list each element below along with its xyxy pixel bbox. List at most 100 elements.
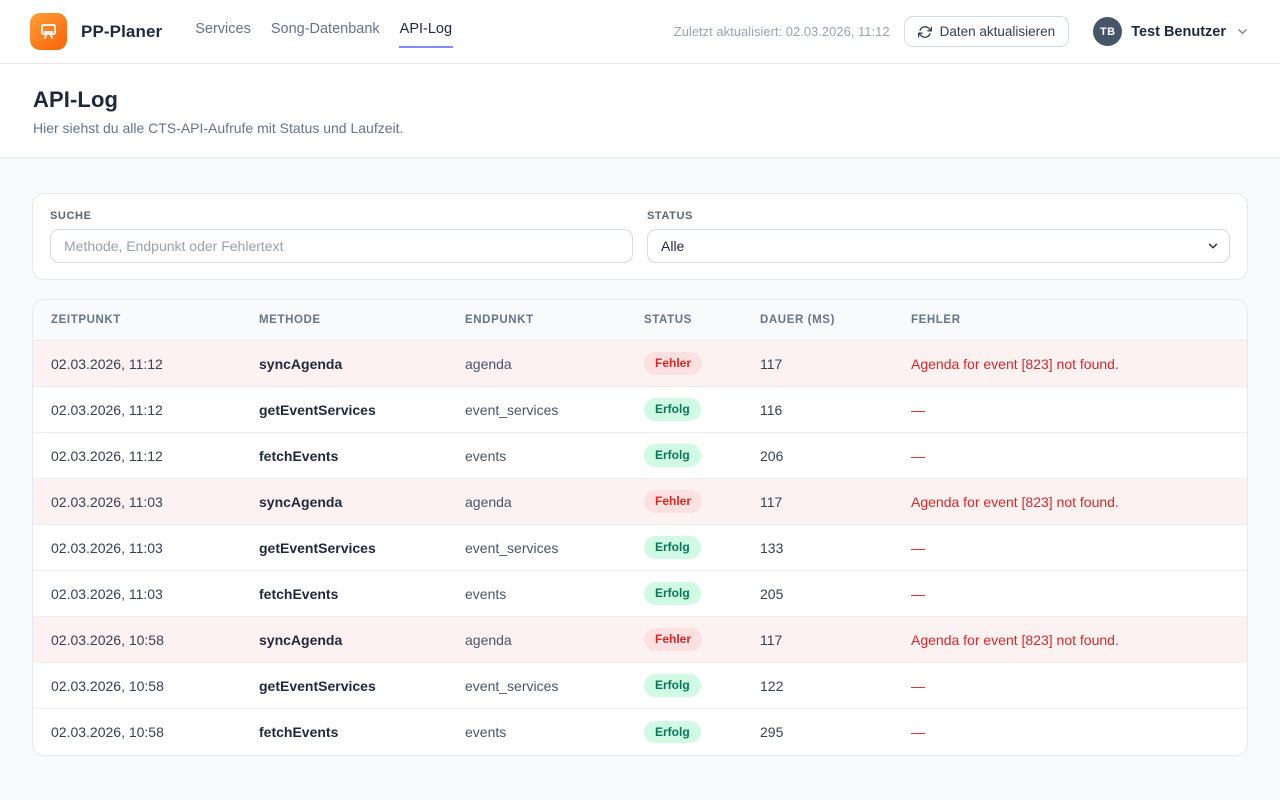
cell-method: getEventServices (259, 524, 465, 571)
cell-timestamp: 02.03.2026, 11:03 (33, 478, 259, 525)
cell-error: — (911, 570, 1247, 617)
table-row: 02.03.2026, 10:58 getEventServices event_s… (33, 662, 1247, 709)
cell-method: fetchEvents (259, 432, 465, 479)
status-badge: Erfolg (644, 674, 701, 697)
nav-item-services[interactable]: Services (195, 21, 251, 37)
column-header-zeitpunkt: ZEITPUNKT (33, 300, 259, 341)
status-badge: Erfolg (644, 720, 701, 743)
user-name: Test Benutzer (1131, 23, 1226, 40)
cell-endpoint: events (465, 570, 644, 617)
cell-error: — (911, 386, 1247, 433)
status-badge: Erfolg (644, 582, 701, 605)
status-select[interactable]: Alle (647, 229, 1230, 263)
cell-method: syncAgenda (259, 616, 465, 663)
status-field-group: STATUS Alle (647, 210, 1230, 263)
nav-item-api-log[interactable]: API-Log (398, 15, 454, 48)
cell-endpoint: event_services (465, 524, 644, 571)
table-row: 02.03.2026, 11:12 getEventServices event_s… (33, 386, 1247, 433)
cell-error: — (911, 432, 1247, 479)
cell-duration: 205 (760, 570, 911, 617)
status-badge: Erfolg (644, 444, 701, 467)
column-header-status: STATUS (644, 300, 760, 341)
cell-timestamp: 02.03.2026, 10:58 (33, 662, 259, 709)
cell-method: getEventServices (259, 662, 465, 709)
presentation-board-icon (38, 21, 59, 42)
cell-method: fetchEvents (259, 570, 465, 617)
cell-status: Erfolg (644, 432, 760, 479)
column-header-methode: METHODE (259, 300, 465, 341)
cell-error: Agenda for event [823] not found. (911, 616, 1247, 663)
cell-method: getEventServices (259, 386, 465, 433)
cell-status: Fehler (644, 478, 760, 525)
table-row: 02.03.2026, 11:03 syncAgenda agenda Fehler 1… (33, 478, 1247, 525)
brand-name: PP-Planer (81, 21, 163, 41)
cell-timestamp: 02.03.2026, 11:12 (33, 432, 259, 479)
cell-error: Agenda for event [823] not found. (911, 340, 1247, 387)
top-navbar: PP-Planer Services Song-Datenbank API-Lo… (0, 0, 1280, 64)
app-logo (30, 13, 67, 50)
cell-duration: 117 (760, 340, 911, 387)
cell-method: fetchEvents (259, 723, 339, 740)
cell-status: Erfolg (644, 662, 760, 709)
search-input[interactable] (50, 229, 633, 263)
chevron-down-icon (1235, 24, 1250, 39)
api-log-table: ZEITPUNKT METHODE ENDPUNKT STATUS DAUER … (33, 300, 1247, 755)
cell-timestamp: 02.03.2026, 11:03 (33, 524, 259, 571)
status-badge: Fehler (644, 490, 703, 513)
nav-item-song-datenbank[interactable]: Song-Datenbank (270, 21, 380, 37)
cell-status: Erfolg (644, 524, 760, 571)
status-label: STATUS (647, 210, 693, 222)
cell-duration: 295 (760, 723, 784, 740)
avatar: TB (1093, 17, 1123, 46)
table-row: 02.03.2026, 10:58 fetchEvents events Erfolg… (33, 709, 1247, 755)
cell-timestamp: 02.03.2026, 11:12 (33, 386, 259, 433)
cell-endpoint: agenda (465, 340, 644, 387)
cell-error: Agenda for event [823] not found. (911, 478, 1247, 525)
table-row: 02.03.2026, 10:58 syncAgenda agenda Fehler 1… (33, 616, 1247, 663)
last-updated-text: Zuletzt aktualisiert: 02.03.2026, 11:12 (673, 24, 890, 39)
api-log-table-card: ZEITPUNKT METHODE ENDPUNKT STATUS DAUER … (32, 299, 1248, 756)
cell-duration: 116 (760, 386, 911, 433)
column-header-endpunkt: ENDPUNKT (465, 300, 644, 341)
cell-method: syncAgenda (259, 340, 465, 387)
cell-error: — (911, 662, 1247, 709)
search-field-group: SUCHE (50, 210, 633, 263)
cell-timestamp: 02.03.2026, 11:12 (33, 340, 259, 387)
column-header-dauer: DAUER (MS) (760, 300, 911, 341)
cell-duration: 206 (760, 432, 911, 479)
cell-status: Erfolg (644, 709, 760, 755)
cell-timestamp: 02.03.2026, 10:58 (33, 616, 259, 663)
cell-endpoint: events (465, 432, 644, 479)
status-badge: Fehler (644, 628, 703, 651)
user-menu[interactable]: TB Test Benutzer (1093, 17, 1250, 46)
table-row: 02.03.2026, 11:12 fetchEvents events Erfolg… (33, 432, 1247, 479)
cell-duration: 117 (760, 478, 911, 525)
table-row: 02.03.2026, 11:12 syncAgenda agenda Fehler 1… (33, 340, 1247, 387)
main-nav: Services Song-Datenbank API-Log (194, 15, 454, 48)
table-row: 02.03.2026, 11:03 fetchEvents events Erfolg… (33, 570, 1247, 617)
cell-error: — (911, 524, 1247, 571)
cell-duration: 133 (760, 524, 911, 571)
refresh-icon (917, 25, 932, 39)
column-header-fehler: FEHLER (911, 300, 1247, 341)
cell-status: Fehler (644, 616, 760, 663)
cell-endpoint: agenda (465, 616, 644, 663)
page-subtitle: Hier siehst du alle CTS-API-Aufrufe mit … (33, 120, 404, 136)
cell-endpoint: agenda (465, 478, 644, 525)
table-row: 02.03.2026, 11:03 getEventServices event_s… (33, 524, 1247, 571)
cell-status: Fehler (644, 340, 760, 387)
refresh-data-button[interactable]: Daten aktualisieren (903, 16, 1070, 47)
filter-card: SUCHE STATUS Alle (32, 193, 1248, 280)
cell-status: Erfolg (644, 386, 760, 433)
cell-status: Erfolg (644, 570, 760, 617)
search-label: SUCHE (50, 210, 92, 222)
cell-error: — (911, 723, 925, 740)
cell-endpoint: events (465, 723, 507, 740)
cell-endpoint: event_services (465, 386, 644, 433)
status-badge: Fehler (644, 352, 703, 375)
cell-timestamp: 02.03.2026, 11:03 (33, 570, 259, 617)
page-header: API-Log Hier siehst du alle CTS-API-Aufr… (0, 64, 1280, 158)
cell-endpoint: event_services (465, 662, 644, 709)
status-badge: Erfolg (644, 398, 701, 421)
cell-method: syncAgenda (259, 478, 465, 525)
